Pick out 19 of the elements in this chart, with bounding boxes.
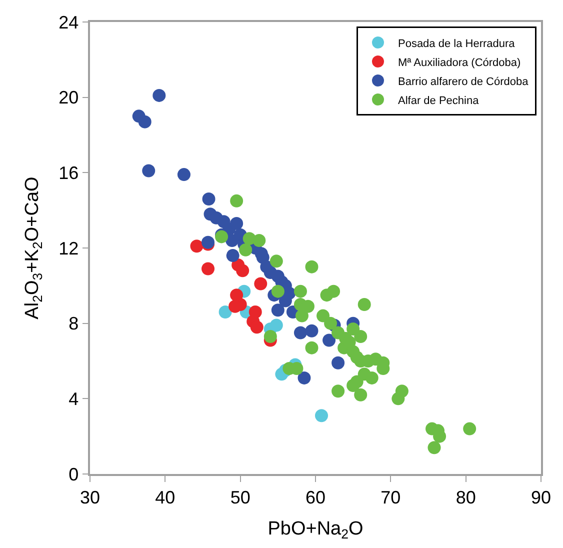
legend-label: Mª Auxiliadora (Córdoba) (398, 56, 521, 69)
y-tick-label: 20 (58, 88, 79, 108)
x-tick-label: 90 (530, 487, 552, 508)
x-tick-label: 80 (456, 487, 476, 508)
y-tick-label: 4 (68, 388, 79, 409)
x-tick-label: 70 (380, 487, 401, 508)
y-tick-label: 16 (58, 162, 79, 183)
x-tick-label: 60 (305, 487, 326, 508)
legend-label: Alfar de Pechina (398, 94, 480, 107)
x-tick-label: 50 (230, 487, 250, 508)
legend-label: Barrio alfarero de Córdoba (398, 76, 530, 88)
y-tick-label: 0 (68, 464, 79, 484)
x-tick-label: 40 (155, 487, 176, 508)
x-tick-label: 30 (80, 487, 100, 508)
y-tick-label: 8 (68, 314, 79, 334)
x-axis-title: PbO+Na$_{2}$O (268, 518, 364, 542)
y-tick-label: 24 (58, 12, 79, 32)
legend-label: Posada de la Herradura (398, 38, 516, 50)
y-tick-label: 12 (58, 238, 79, 258)
